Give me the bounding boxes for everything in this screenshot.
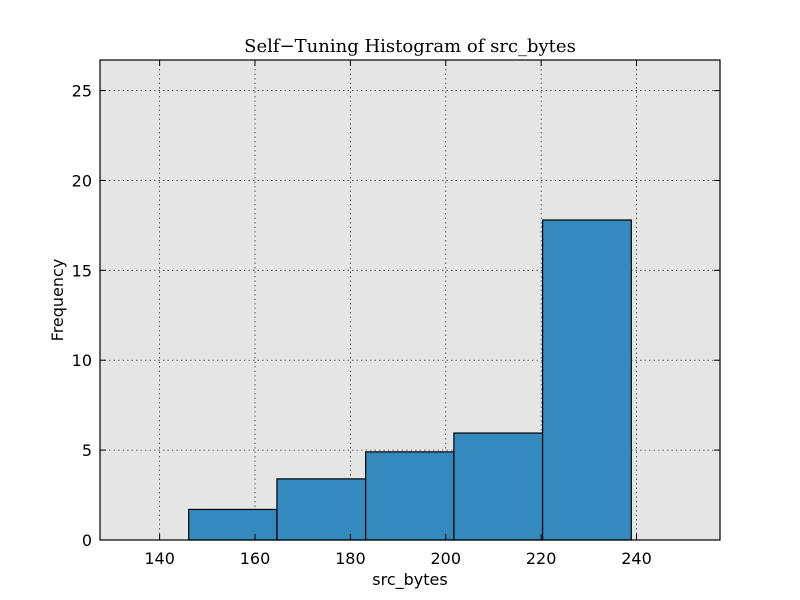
y-tick-label: 20 — [72, 171, 92, 190]
chart-title: Self−Tuning Histogram of src_bytes — [244, 36, 576, 57]
x-tick-label: 160 — [240, 549, 271, 568]
bars — [188, 219, 632, 541]
x-tick-label: 220 — [526, 549, 557, 568]
gridlines — [100, 60, 720, 541]
x-tick-label: 140 — [144, 549, 175, 568]
plot-frame — [99, 59, 721, 541]
histogram-bar-5 — [541, 219, 632, 541]
histogram-bar-4 — [453, 432, 544, 541]
y-tick-label: 0 — [82, 531, 92, 550]
y-axis-label: Frequency — [48, 259, 67, 342]
x-tick-label: 180 — [335, 549, 366, 568]
histogram-bar-3 — [365, 451, 455, 541]
x-tick-label: 240 — [621, 549, 652, 568]
x-tick-label: 200 — [430, 549, 461, 568]
histogram-bar-1 — [188, 508, 278, 541]
y-tick-label: 25 — [72, 82, 92, 101]
y-tick-label: 15 — [72, 261, 92, 280]
ticks: 140 160 180 200 220 240 0 5 10 15 20 25 — [72, 60, 720, 568]
y-tick-label: 5 — [82, 441, 92, 460]
y-tick-label: 10 — [72, 351, 92, 370]
histogram-bar-2 — [276, 478, 367, 541]
x-axis-label: src_bytes — [372, 570, 447, 590]
